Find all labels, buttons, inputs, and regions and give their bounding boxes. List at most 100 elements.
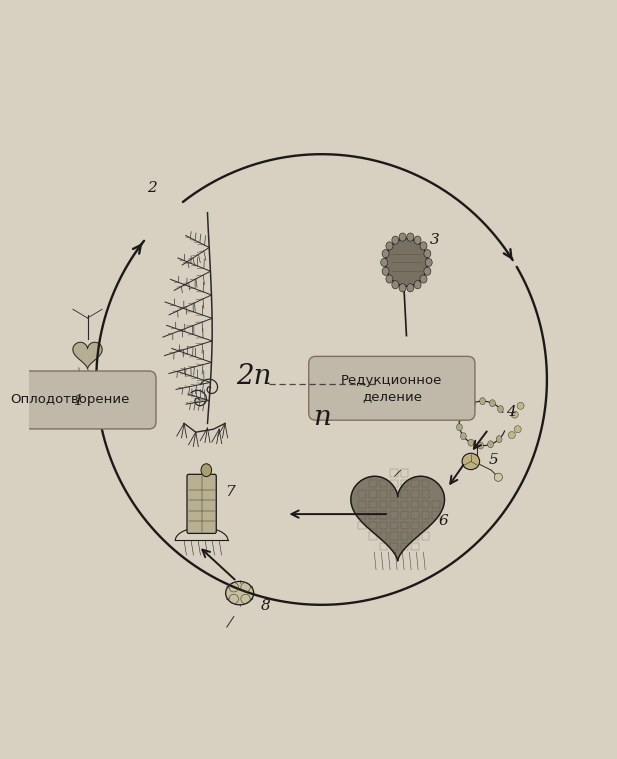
Ellipse shape (420, 275, 427, 283)
Ellipse shape (399, 284, 406, 292)
Ellipse shape (381, 258, 387, 266)
Bar (358, 511, 366, 519)
Bar (390, 480, 398, 487)
Bar (411, 543, 419, 550)
Bar (369, 521, 376, 529)
Bar (390, 490, 398, 498)
Bar (379, 543, 387, 550)
Bar (421, 521, 429, 529)
Text: Оплодотворение: Оплодотворение (10, 393, 130, 407)
Bar (379, 490, 387, 498)
FancyBboxPatch shape (308, 357, 475, 420)
Ellipse shape (226, 581, 254, 605)
Ellipse shape (468, 439, 474, 446)
Bar (390, 501, 398, 509)
Bar (358, 501, 366, 509)
Bar (390, 521, 398, 529)
Ellipse shape (414, 281, 421, 289)
Bar (358, 490, 366, 498)
Ellipse shape (414, 236, 421, 244)
Ellipse shape (457, 414, 463, 421)
FancyBboxPatch shape (0, 371, 156, 429)
Bar (369, 490, 376, 498)
Bar (433, 501, 440, 509)
Bar (379, 480, 387, 487)
Ellipse shape (425, 258, 433, 266)
Circle shape (514, 426, 521, 433)
Bar (421, 480, 429, 487)
Bar (421, 532, 429, 540)
Bar (421, 511, 429, 519)
Bar (390, 532, 398, 540)
Ellipse shape (470, 400, 476, 407)
Text: 6: 6 (439, 514, 449, 528)
Bar (400, 480, 408, 487)
Bar (411, 532, 419, 540)
Ellipse shape (407, 284, 414, 292)
Bar (358, 521, 366, 529)
Bar (411, 511, 419, 519)
Text: 5: 5 (489, 453, 498, 468)
Bar (390, 469, 398, 477)
Ellipse shape (497, 405, 503, 413)
Bar (379, 511, 387, 519)
Circle shape (494, 473, 502, 481)
Circle shape (517, 402, 524, 409)
Bar (421, 490, 429, 498)
Bar (369, 511, 376, 519)
Polygon shape (351, 477, 444, 561)
Ellipse shape (386, 275, 393, 283)
Ellipse shape (462, 405, 468, 413)
Ellipse shape (407, 233, 414, 241)
Bar (400, 469, 408, 477)
FancyBboxPatch shape (187, 474, 217, 534)
Text: n: n (313, 404, 331, 431)
Bar (400, 543, 408, 550)
Bar (390, 543, 398, 550)
Text: 2n: 2n (236, 363, 272, 390)
Bar (369, 532, 376, 540)
Ellipse shape (382, 250, 389, 258)
Bar (421, 501, 429, 509)
Bar (400, 511, 408, 519)
Bar (400, 490, 408, 498)
Ellipse shape (479, 398, 486, 405)
Bar (433, 511, 440, 519)
Ellipse shape (460, 433, 466, 439)
Ellipse shape (386, 238, 428, 286)
Bar (369, 480, 376, 487)
Bar (411, 521, 419, 529)
Ellipse shape (392, 236, 399, 244)
Text: 2: 2 (147, 181, 157, 194)
Ellipse shape (382, 267, 389, 276)
Ellipse shape (489, 400, 495, 407)
Circle shape (508, 432, 515, 439)
Bar (369, 501, 376, 509)
Bar (379, 532, 387, 540)
Ellipse shape (392, 281, 399, 289)
Ellipse shape (420, 242, 427, 250)
Ellipse shape (487, 441, 494, 448)
Text: 4: 4 (506, 405, 516, 419)
Ellipse shape (399, 233, 406, 241)
Ellipse shape (201, 464, 212, 477)
Bar (411, 501, 419, 509)
Ellipse shape (462, 453, 479, 470)
Ellipse shape (478, 442, 484, 449)
Text: 8: 8 (261, 599, 271, 613)
Ellipse shape (424, 250, 431, 258)
Bar (400, 532, 408, 540)
Circle shape (511, 411, 518, 418)
Bar (400, 521, 408, 529)
Ellipse shape (386, 242, 393, 250)
Bar (411, 480, 419, 487)
Bar (400, 501, 408, 509)
Bar (411, 490, 419, 498)
Text: 7: 7 (225, 485, 235, 499)
Text: Редукционное
деление: Редукционное деление (341, 373, 442, 403)
Polygon shape (73, 342, 102, 369)
Ellipse shape (457, 424, 462, 431)
Bar (390, 511, 398, 519)
Ellipse shape (424, 267, 431, 276)
Bar (379, 521, 387, 529)
